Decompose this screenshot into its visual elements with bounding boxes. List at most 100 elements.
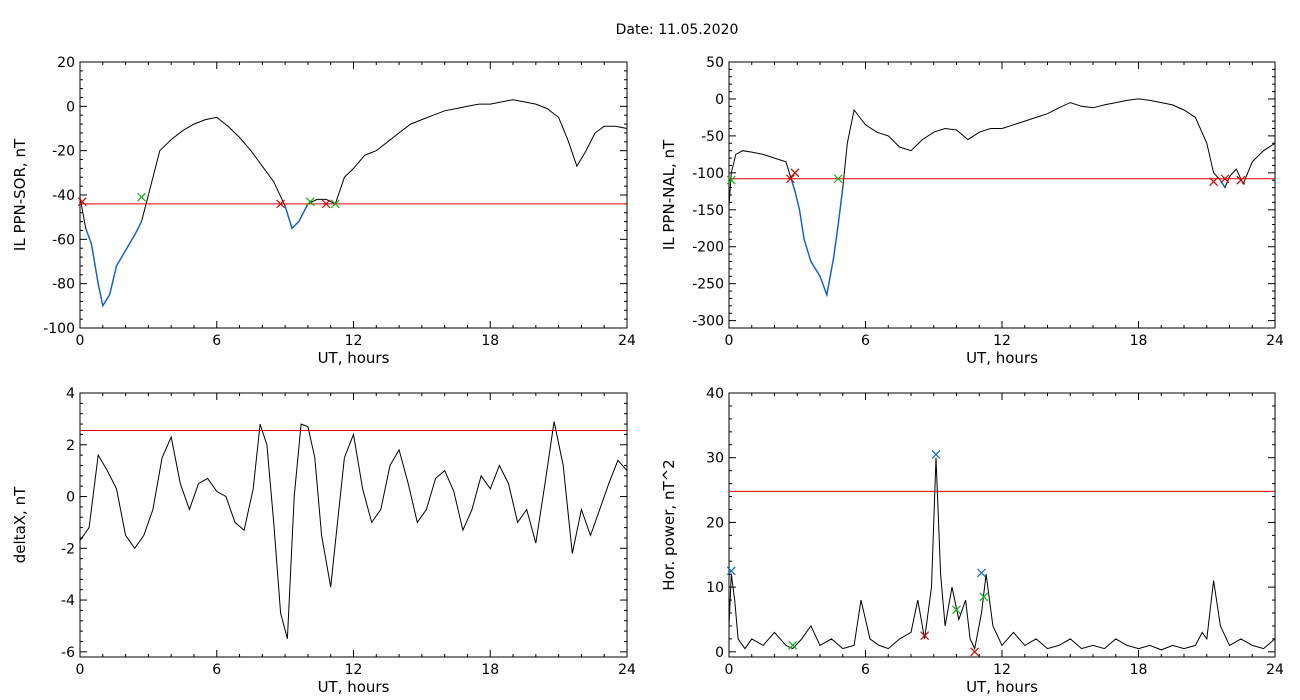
marker-red bbox=[1209, 177, 1218, 187]
marker-stroke bbox=[321, 199, 331, 209]
y-tick-label: 4 bbox=[66, 386, 75, 402]
marker-red bbox=[790, 168, 800, 178]
marker-stroke bbox=[977, 568, 986, 578]
y-tick-label: -100 bbox=[43, 321, 75, 337]
y-tick-label: -2 bbox=[61, 541, 75, 557]
marker-red bbox=[1220, 174, 1230, 184]
panel-hor-power: 0 6 12 18 24 0 10 20 30 40 UT, hours Hor. power, nT… bbox=[660, 386, 1284, 696]
marker-blue bbox=[931, 450, 941, 459]
marker-stroke bbox=[952, 605, 961, 615]
marker-stroke bbox=[790, 168, 800, 178]
marker-red bbox=[920, 631, 930, 641]
marker-stroke bbox=[77, 197, 87, 207]
y-axis-label: Hor. power, nT^2 bbox=[660, 459, 678, 590]
y-tick-label: -150 bbox=[692, 203, 724, 219]
x-axis-label: UT, hours bbox=[318, 349, 390, 367]
marker-red bbox=[77, 197, 87, 207]
x-axis-label: UT, hours bbox=[966, 678, 1038, 696]
y-tick-label: -40 bbox=[52, 188, 75, 204]
x-tick-label: 18 bbox=[1130, 662, 1148, 678]
y-tick-label: -6 bbox=[61, 645, 75, 661]
y-tick-label: 0 bbox=[715, 92, 724, 108]
plot-frame bbox=[728, 61, 1276, 329]
marker-stroke bbox=[330, 199, 340, 209]
x-tick-label: 12 bbox=[993, 333, 1011, 349]
marker-green bbox=[833, 174, 843, 184]
marker-blue bbox=[977, 568, 986, 578]
x-tick-label: 24 bbox=[1266, 662, 1284, 678]
y-tick-label: -300 bbox=[692, 314, 724, 330]
plot-frame bbox=[79, 392, 628, 658]
y-tick-label: 2 bbox=[66, 438, 75, 454]
x-tick-label: 0 bbox=[725, 662, 734, 678]
marker-stroke bbox=[726, 566, 736, 576]
marker-stroke bbox=[931, 450, 941, 459]
marker-stroke bbox=[726, 175, 736, 185]
y-axis-label: IL PPN-SOR, nT bbox=[11, 138, 29, 251]
y-tick-label: -250 bbox=[692, 277, 724, 293]
marker-green bbox=[952, 605, 961, 615]
y-axis-label: IL PPN-NAL, nT bbox=[660, 139, 678, 250]
marker-stroke bbox=[786, 174, 795, 184]
y-tick-label: 10 bbox=[706, 580, 724, 596]
y-tick-label: -80 bbox=[52, 277, 75, 293]
marker-red bbox=[1236, 175, 1246, 185]
x-tick-label: 12 bbox=[345, 333, 363, 349]
x-tick-label: 6 bbox=[861, 662, 870, 678]
marker-stroke bbox=[305, 197, 315, 207]
below-threshold-segment bbox=[1219, 179, 1226, 188]
marker-stroke bbox=[1220, 174, 1230, 184]
y-axis-label: deltaX, nT bbox=[11, 486, 29, 563]
y-tick-label: -50 bbox=[701, 129, 724, 145]
x-tick-label: 12 bbox=[993, 662, 1011, 678]
marker-green bbox=[330, 199, 340, 209]
marker-stroke bbox=[1236, 175, 1246, 185]
x-tick-label: 24 bbox=[618, 662, 636, 678]
y-tick-label: -100 bbox=[692, 166, 724, 182]
marker-stroke bbox=[833, 174, 843, 184]
x-tick-label: 6 bbox=[861, 333, 870, 349]
marker-stroke bbox=[276, 199, 285, 209]
x-tick-label: 0 bbox=[725, 333, 734, 349]
marker-green bbox=[979, 592, 989, 602]
x-tick-label: 24 bbox=[1266, 333, 1284, 349]
x-tick-label: 0 bbox=[76, 662, 85, 678]
series-line bbox=[79, 99, 628, 308]
y-tick-label: -4 bbox=[61, 593, 75, 609]
x-tick-label: 18 bbox=[481, 662, 499, 678]
y-tick-label: 50 bbox=[706, 55, 724, 71]
x-tick-label: 24 bbox=[618, 333, 636, 349]
marker-blue bbox=[726, 566, 736, 576]
y-tick-label: 0 bbox=[715, 645, 724, 661]
figure-title: Date: 11.05.2020 bbox=[616, 22, 739, 38]
x-tick-label: 6 bbox=[212, 662, 221, 678]
marker-stroke bbox=[1209, 177, 1218, 187]
series-line bbox=[79, 421, 628, 640]
marker-stroke bbox=[920, 631, 930, 641]
y-tick-label: 20 bbox=[706, 515, 724, 531]
below-threshold-segment bbox=[85, 221, 143, 308]
y-tick-label: 20 bbox=[57, 55, 75, 71]
marker-stroke bbox=[137, 192, 146, 202]
marker-red bbox=[970, 647, 980, 657]
x-tick-label: 18 bbox=[1130, 333, 1148, 349]
marker-green bbox=[788, 640, 798, 650]
marker-red bbox=[321, 199, 331, 209]
marker-stroke bbox=[970, 647, 980, 657]
below-threshold-segment bbox=[790, 179, 844, 298]
x-tick-label: 0 bbox=[76, 333, 85, 349]
marker-stroke bbox=[979, 592, 989, 602]
plot-frame bbox=[728, 392, 1276, 658]
y-tick-label: -60 bbox=[52, 232, 75, 248]
marker-green bbox=[305, 197, 315, 207]
series-line bbox=[728, 457, 1276, 651]
x-tick-label: 6 bbox=[212, 333, 221, 349]
marker-stroke bbox=[788, 640, 798, 650]
marker-red bbox=[786, 174, 795, 184]
series-line bbox=[728, 98, 1276, 297]
panel-il-ppn-sor: 0 6 12 18 24 -100 -80 -60 -40 -20 0 20 UT, hours IL P… bbox=[11, 55, 636, 367]
x-tick-label: 18 bbox=[481, 333, 499, 349]
marker-green bbox=[137, 192, 146, 202]
